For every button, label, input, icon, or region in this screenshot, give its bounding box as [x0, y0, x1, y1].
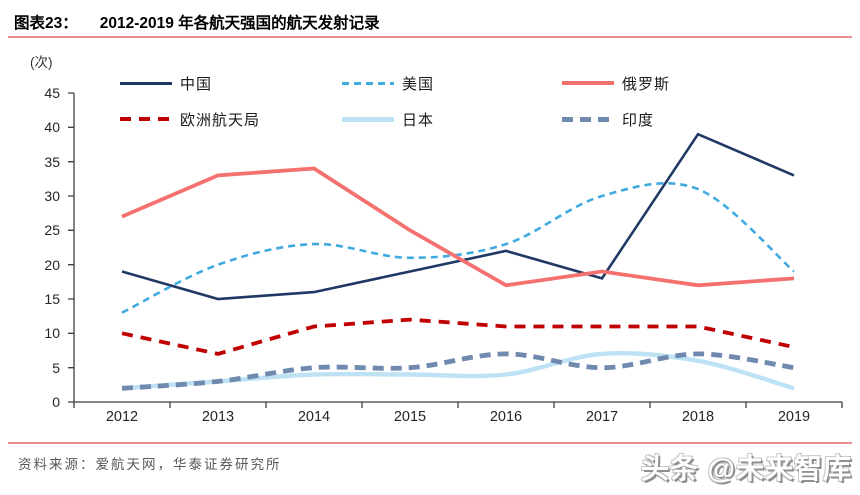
chart-header: 图表23： 2012-2019 年各航天强国的航天发射记录	[14, 11, 380, 33]
india-line	[121, 351, 795, 391]
legend-item-japan: 日本	[342, 111, 435, 129]
russia-line	[121, 166, 795, 288]
x-tick-label: 2013	[201, 409, 235, 425]
legend-label-india: 印度	[622, 111, 655, 129]
y-tick-label: 35	[44, 153, 60, 170]
legend-label-china: 中国	[180, 75, 213, 93]
x-tick-label: 2019	[777, 409, 811, 425]
usa-line	[121, 182, 795, 314]
y-tick-label: 45	[44, 85, 60, 101]
y-tick-label: 15	[44, 291, 60, 307]
legend-item-russia: 俄罗斯	[562, 75, 671, 93]
legend-label-esa: 欧洲航天局	[180, 111, 261, 129]
title-underline	[8, 36, 852, 38]
legend-swatch-russia-line	[562, 81, 614, 85]
legend-label-russia: 俄罗斯	[622, 75, 671, 93]
legend-item-india: 印度	[562, 111, 655, 129]
y-tick-label: 40	[44, 119, 60, 136]
y-tick-label: 20	[44, 256, 60, 273]
legend-swatch-china-line	[120, 81, 172, 85]
watermark-text: 头条 @未来智库	[640, 453, 852, 484]
x-tick-label: 2012	[105, 409, 139, 425]
x-tick-label: 2017	[585, 409, 619, 425]
legend-label-japan: 日本	[402, 111, 435, 129]
axes	[68, 92, 843, 408]
legend-swatch-japan-line	[342, 116, 394, 122]
legend-item-china: 中国	[120, 75, 213, 93]
x-tick-label: 2015	[393, 409, 427, 425]
y-axis-unit-label: (次)	[30, 55, 53, 70]
esa-line	[121, 317, 795, 356]
footer-divider	[8, 442, 852, 444]
legend-label-usa: 美国	[402, 75, 435, 93]
y-tick-label: 5	[52, 359, 60, 376]
legend-item-esa: 欧洲航天局	[120, 111, 261, 129]
x-tick-label: 2014	[297, 409, 331, 425]
japan-line	[121, 350, 795, 391]
source-text: 资料来源：爱航天网，华泰证券研究所	[18, 457, 282, 472]
y-tick-label: 25	[44, 222, 60, 239]
x-tick-label: 2018	[681, 409, 715, 425]
legend-swatch-usa-line	[342, 81, 394, 85]
figure-number-label: 图表23：	[14, 15, 78, 32]
legend-swatch-india-line	[562, 116, 614, 122]
y-tick-label: 10	[44, 325, 60, 342]
y-tick-label: 0	[52, 394, 60, 410]
china-line	[121, 132, 795, 301]
y-tick-label: 30	[44, 188, 60, 204]
chart-title: 2012-2019 年各航天强国的航天发射记录	[99, 15, 380, 32]
legend-swatch-esa-line	[120, 117, 172, 121]
x-tick-label: 2016	[489, 409, 523, 425]
legend-item-usa: 美国	[342, 75, 435, 93]
